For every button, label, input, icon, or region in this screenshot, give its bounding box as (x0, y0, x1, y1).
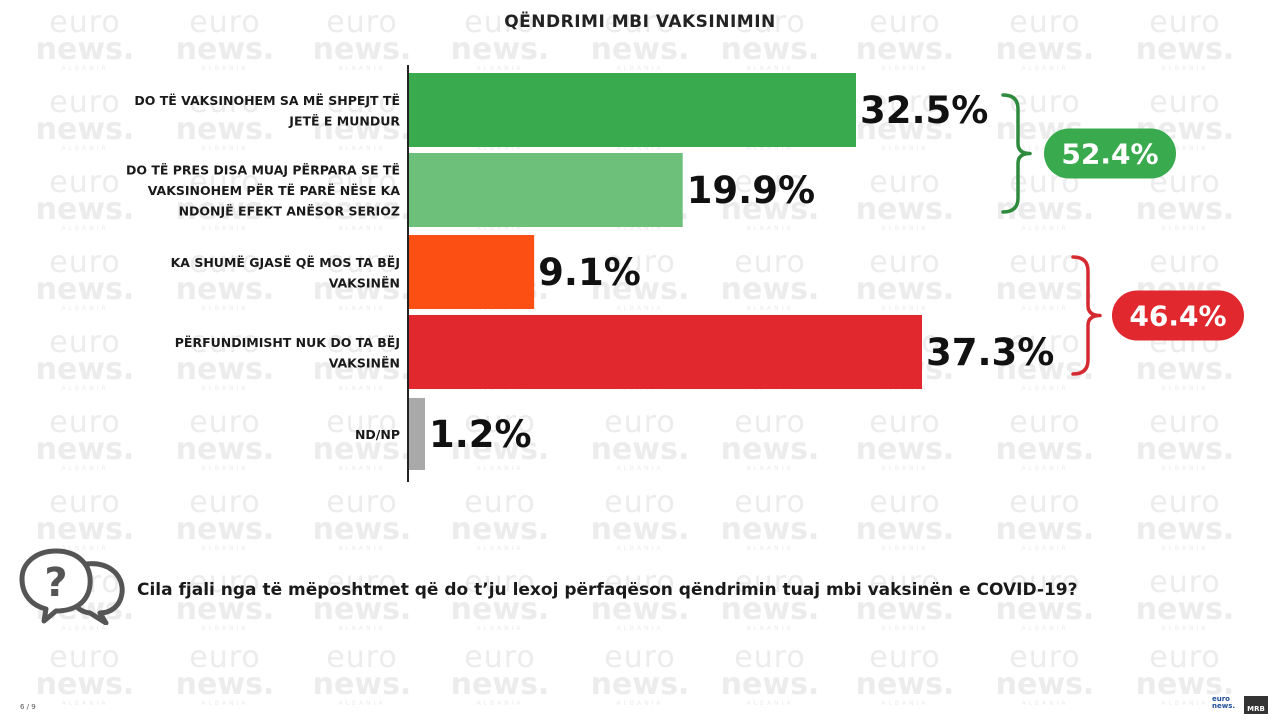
survey-question: Cila fjali nga të mëposhtmet që do t’ju … (137, 580, 1078, 600)
page-number: 6 / 9 (20, 703, 36, 711)
bar-chart: 32.5% DO TË VAKSINOHEM SA MË SHPEJT TË JET… (126, 65, 1244, 482)
value-label: 1.2% (429, 413, 532, 456)
category-label: DO TË PRES DISA MUAJ PËRPARA SE TË (126, 163, 400, 178)
bar (409, 153, 683, 227)
category-label: VAKSINOHEM PËR TË PARË NËSE KA (148, 183, 401, 198)
category-label: KA SHUMË GJASË QË MOS TA BËJ (171, 255, 400, 270)
bar (409, 398, 425, 470)
group-total-label: 46.4% (1129, 300, 1226, 333)
category-label: PËRFUNDIMISHT NUK DO TA BËJ (175, 335, 400, 350)
chart-title: QËNDRIMI MBI VAKSINIMIN (504, 12, 776, 32)
group-brace (1071, 255, 1102, 376)
category-label: JETË E MUNDUR (288, 113, 400, 128)
category-label: NDONJË EFEKT ANËSOR SERIOZ (179, 204, 400, 219)
category-label: VAKSINËN (329, 275, 400, 290)
value-label: 37.3% (926, 331, 1054, 374)
group-total-pill (1044, 128, 1176, 179)
category-label: DO TË VAKSINOHEM SA MË SHPEJT TË (134, 93, 400, 108)
logo-text-news: news. (1212, 702, 1236, 710)
group-total-pill (1112, 290, 1244, 341)
category-label: VAKSINËN (329, 355, 400, 370)
svg-text:?: ? (44, 560, 67, 606)
group-brace (1001, 93, 1032, 214)
value-label: 9.1% (538, 251, 641, 294)
question-speech-bubble-icon: ? (19, 548, 125, 625)
bar (409, 73, 856, 147)
euronews-mrb-logo: euro news. MRB (1212, 696, 1272, 716)
bar (409, 315, 923, 389)
category-label: ND/NP (355, 427, 400, 442)
value-label: 32.5% (860, 89, 988, 132)
value-label: 19.9% (687, 169, 815, 212)
logo-text-euro: euro (1212, 695, 1230, 703)
mrb-badge: MRB (1244, 696, 1268, 714)
group-total-label: 52.4% (1061, 138, 1158, 171)
bar (409, 235, 535, 309)
